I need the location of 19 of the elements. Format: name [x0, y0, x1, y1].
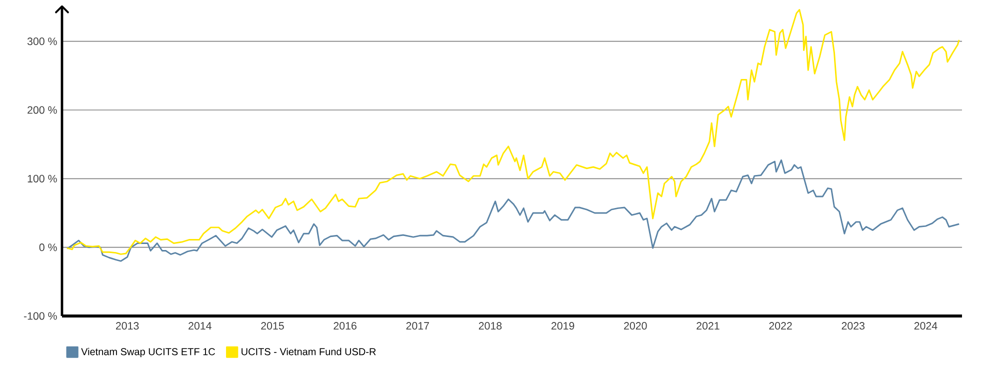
x-tick-label: 2014 [188, 322, 212, 330]
y-tick-label: 0 % [39, 244, 57, 252]
x-tick-label: 2020 [624, 322, 647, 330]
x-tick-label: 2015 [261, 322, 284, 330]
y-tick-label: 200 % [28, 106, 57, 114]
x-tick-label: 2021 [696, 322, 720, 330]
y-tick-label: 300 % [27, 38, 57, 46]
x-tick-label: 2016 [334, 322, 356, 330]
y-tick-label: 100 % [28, 174, 57, 182]
y-tick-label: -100 % [24, 312, 57, 320]
x-tick-label: 2018 [478, 322, 502, 330]
x-tick-label: 2013 [116, 322, 139, 330]
x-tick-label: 2019 [551, 322, 574, 330]
x-tick-label: 2024 [914, 322, 938, 330]
legend-label: Vietnam Swap UCITS ETF 1C [81, 348, 215, 358]
legend-label: UCITS - Vietnam Fund USD-R [242, 348, 376, 356]
x-tick-label: 2023 [842, 322, 865, 330]
x-tick-label: 2022 [769, 322, 792, 330]
x-tick-label: 2017 [406, 322, 429, 330]
